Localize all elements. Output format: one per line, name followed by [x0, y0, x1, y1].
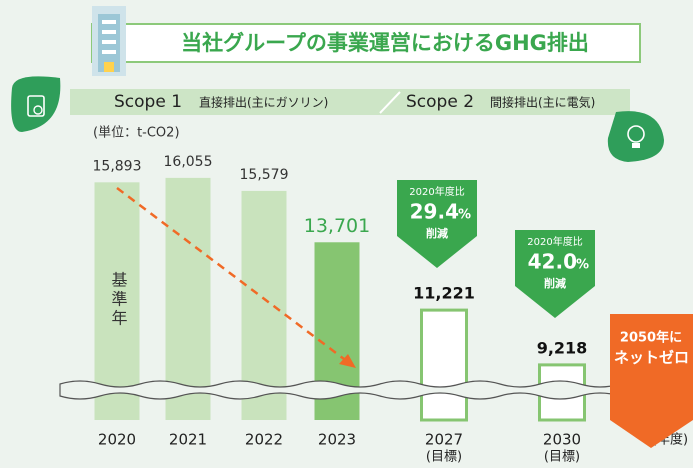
badge-note: 削減	[544, 276, 566, 290]
bar	[422, 310, 467, 420]
goal-text: ネットゼロ	[614, 349, 689, 367]
badge-note: 削減	[426, 226, 448, 240]
badge-unit: %	[576, 258, 589, 273]
scope-name: Scope 2	[406, 92, 474, 112]
x-tick-label: 2021	[169, 431, 207, 449]
badge-unit: %	[458, 208, 471, 223]
badge-value: 29.4	[410, 200, 459, 224]
badge-text: 2020年度比	[409, 185, 464, 198]
unit-label: (単位：t-CO2)	[93, 125, 180, 141]
value-label: 9,218	[537, 338, 588, 357]
x-tick-note: (目標)	[544, 450, 580, 465]
scope-name: Scope 1	[114, 92, 182, 112]
value-label: 11,221	[413, 284, 475, 303]
goal-text: 2050年に	[620, 330, 682, 346]
chart-title: 当社グループの事業運営におけるGHG排出	[181, 31, 589, 55]
x-tick-label: 2027	[425, 431, 463, 449]
value-label: 13,701	[304, 215, 370, 237]
x-tick-note: (目標)	[426, 450, 462, 465]
value-label: 15,893	[93, 158, 142, 174]
scope-desc: 間接排出(主に電気)	[490, 95, 595, 110]
building-icon	[92, 6, 126, 76]
x-tick-label: 2023	[318, 431, 356, 449]
x-tick-label: 2022	[245, 431, 283, 449]
base-year-text: 基準年	[109, 272, 128, 329]
x-tick-label: 2020	[98, 431, 136, 449]
scope-desc: 直接排出(主にガソリン)	[199, 95, 328, 110]
x-tick-label: 2030	[543, 431, 581, 449]
value-label: 16,055	[164, 154, 213, 170]
value-label: 15,579	[240, 167, 289, 183]
chart: 当社グループの事業運営におけるGHG排出 Scope 1 直接排出(主にガソリン…	[0, 0, 693, 468]
badge-value: 42.0	[528, 250, 577, 274]
badge-text: 2020年度比	[527, 235, 582, 248]
